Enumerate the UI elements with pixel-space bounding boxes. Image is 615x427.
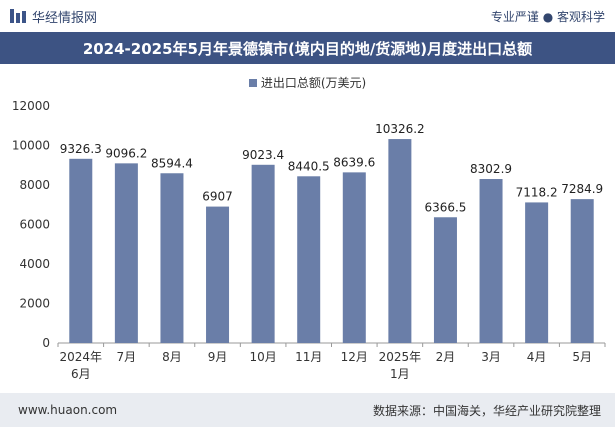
- x-tick-label: 1月: [390, 367, 410, 381]
- data-label: 8594.4: [151, 156, 193, 170]
- data-label: 9096.2: [105, 146, 147, 160]
- bar: [388, 139, 412, 343]
- legend: 进出口总额(万美元): [0, 74, 615, 91]
- data-label: 7284.9: [561, 182, 603, 196]
- website-link[interactable]: www.huaon.com: [18, 403, 118, 417]
- header: 华经情报网 专业严谨 ● 客观科学: [0, 0, 615, 32]
- data-label: 7118.2: [516, 185, 558, 199]
- x-tick-label: 6月: [71, 367, 91, 381]
- footer: www.huaon.com 数据来源：中国海关，华经产业研究院整理: [0, 393, 615, 427]
- bar: [342, 172, 366, 343]
- slogan: 专业严谨 ● 客观科学: [490, 9, 605, 24]
- brand-name: 华经情报网: [32, 10, 98, 26]
- y-tick-label: 0: [42, 336, 50, 350]
- data-label: 8639.6: [333, 155, 375, 169]
- bar: [251, 164, 275, 343]
- x-tick-label: 5月: [572, 350, 592, 364]
- logo-icon: [10, 9, 26, 23]
- data-label: 6366.5: [424, 200, 466, 214]
- data-source: 数据来源：中国海关，华经产业研究院整理: [372, 403, 601, 418]
- chart-title: 2024-2025年5月年景德镇市(境内目的地/货源地)月度进出口总额: [0, 32, 615, 64]
- legend-label: 进出口总额(万美元): [260, 76, 367, 90]
- bar: [206, 206, 230, 343]
- data-label: 10326.2: [375, 122, 425, 136]
- x-tick-label: 8月: [162, 350, 182, 364]
- data-label: 8440.5: [288, 159, 330, 173]
- x-tick-label: 9月: [208, 350, 228, 364]
- brand[interactable]: 华经情报网: [10, 7, 97, 26]
- x-tick-label: 3月: [481, 350, 501, 364]
- x-tick-label: 7月: [117, 350, 137, 364]
- data-label: 8302.9: [470, 162, 512, 176]
- x-tick-label: 12月: [341, 350, 368, 364]
- y-tick-label: 8000: [19, 178, 50, 192]
- data-label: 9326.3: [60, 142, 102, 156]
- data-label: 9023.4: [242, 148, 284, 162]
- legend-swatch: [248, 78, 257, 87]
- x-tick-label: 11月: [295, 350, 322, 364]
- bar: [114, 163, 138, 343]
- bar: [525, 202, 549, 343]
- y-tick-label: 10000: [12, 139, 50, 153]
- x-tick-label: 10月: [249, 350, 276, 364]
- bar: [479, 179, 503, 343]
- y-tick-label: 6000: [19, 218, 50, 232]
- y-tick-label: 2000: [19, 297, 50, 311]
- y-tick-label: 12000: [12, 99, 50, 113]
- x-tick-label: 4月: [527, 350, 547, 364]
- data-label: 6907: [202, 190, 233, 204]
- x-tick-label: 2025年: [379, 350, 422, 364]
- bar: [433, 217, 457, 343]
- x-tick-label: 2月: [436, 350, 456, 364]
- bar: [160, 173, 184, 343]
- y-tick-label: 4000: [19, 257, 50, 271]
- bar: [69, 158, 93, 343]
- bar: [297, 176, 321, 343]
- bar: [570, 199, 594, 343]
- x-tick-label: 2024年: [60, 350, 103, 364]
